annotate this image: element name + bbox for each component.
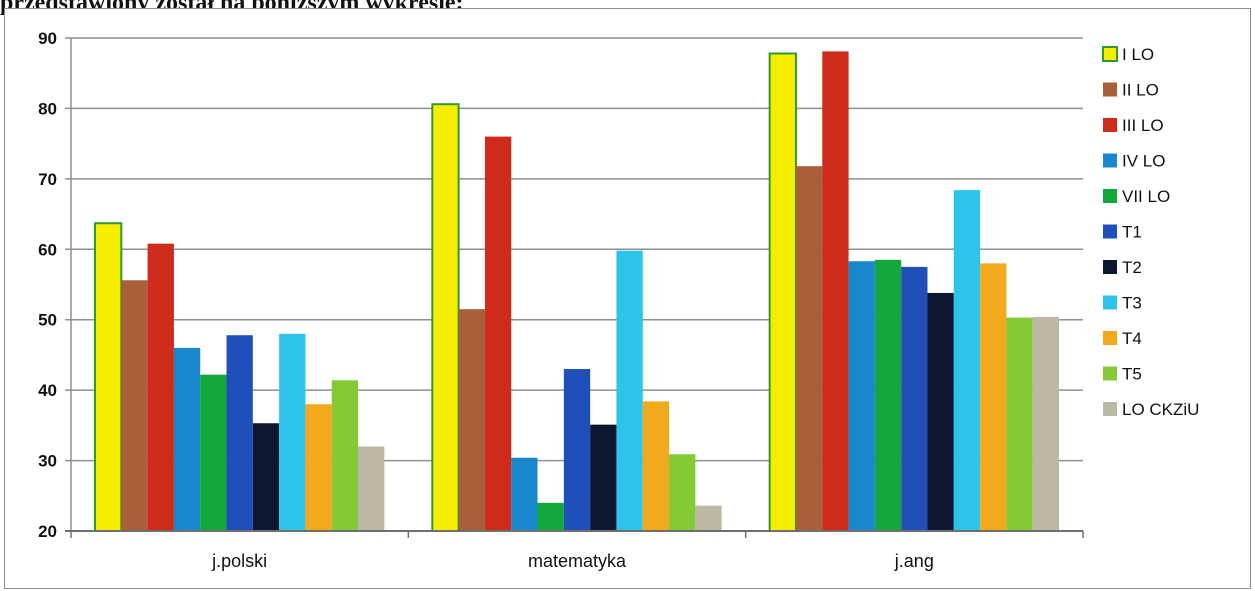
x-category-label: j.ang — [894, 551, 934, 571]
legend-swatch — [1103, 366, 1117, 381]
bar — [927, 292, 954, 531]
bar — [901, 266, 928, 531]
legend-label: T4 — [1122, 329, 1142, 348]
legend-label: VII LO — [1122, 187, 1170, 206]
bar — [331, 380, 359, 531]
bar — [537, 502, 564, 531]
bar — [279, 333, 306, 531]
y-tick-label: 50 — [38, 311, 57, 330]
y-tick-label: 20 — [38, 522, 57, 541]
bar — [822, 51, 849, 531]
y-tick-label: 70 — [38, 170, 57, 189]
bar — [980, 263, 1007, 531]
legend-swatch — [1103, 295, 1117, 310]
x-axis-categories: j.polski matematyka j.ang — [211, 551, 934, 571]
bar — [252, 423, 280, 531]
axes — [65, 38, 1084, 538]
legend-label: III LO — [1122, 116, 1164, 135]
y-tick-label: 60 — [38, 240, 57, 259]
legend-swatch — [1103, 260, 1117, 274]
bar — [200, 374, 227, 531]
x-category-label: j.polski — [211, 551, 267, 571]
bar — [953, 190, 981, 531]
y-tick-label: 40 — [38, 381, 57, 400]
legend-label: IV LO — [1122, 152, 1165, 171]
legend-swatch — [1103, 118, 1117, 132]
legend-swatch — [1103, 189, 1117, 203]
legend-label: I LO — [1122, 45, 1154, 64]
bar — [94, 222, 123, 532]
legend-label: T3 — [1122, 294, 1142, 313]
bar — [590, 424, 617, 531]
bar — [484, 136, 512, 531]
legend-swatch — [1103, 402, 1117, 416]
bar — [874, 259, 902, 531]
legend-label: T5 — [1122, 365, 1142, 384]
x-category-label: matematyka — [528, 551, 627, 571]
legend-swatch — [1103, 331, 1117, 345]
legend-swatch — [1103, 153, 1117, 168]
bar — [616, 250, 643, 532]
bar — [695, 505, 722, 531]
bar — [848, 261, 875, 531]
bar — [1006, 317, 1033, 531]
legend-label: T1 — [1122, 223, 1142, 242]
legend-swatch — [1102, 46, 1118, 62]
bar — [768, 52, 797, 532]
bar — [358, 446, 385, 531]
y-tick-label: 80 — [38, 99, 57, 118]
bar — [431, 103, 460, 533]
legend-label: T2 — [1122, 258, 1142, 277]
bar — [795, 166, 823, 531]
bar — [147, 243, 174, 531]
legend-swatch — [1103, 82, 1117, 97]
bar — [669, 454, 696, 531]
bar — [642, 401, 670, 531]
bar — [563, 369, 591, 531]
bar — [458, 309, 485, 531]
bar — [173, 347, 201, 531]
bar — [511, 457, 538, 531]
legend-swatch — [1103, 224, 1117, 239]
legend-label: LO CKZiU — [1122, 400, 1199, 419]
bar — [1032, 316, 1059, 531]
legend-label: II LO — [1122, 81, 1159, 100]
bar — [121, 280, 148, 531]
bar — [226, 335, 253, 531]
bars — [94, 51, 1059, 533]
bar — [305, 404, 332, 531]
y-tick-label: 30 — [38, 452, 57, 471]
legend: I LO II LO III LO IV LO VII LO T1 T2 T3 T4 T5 LO C… — [1102, 45, 1199, 419]
y-tick-label: 90 — [38, 29, 57, 48]
y-axis-ticks: 20 30 40 50 60 70 80 90 — [38, 29, 57, 541]
